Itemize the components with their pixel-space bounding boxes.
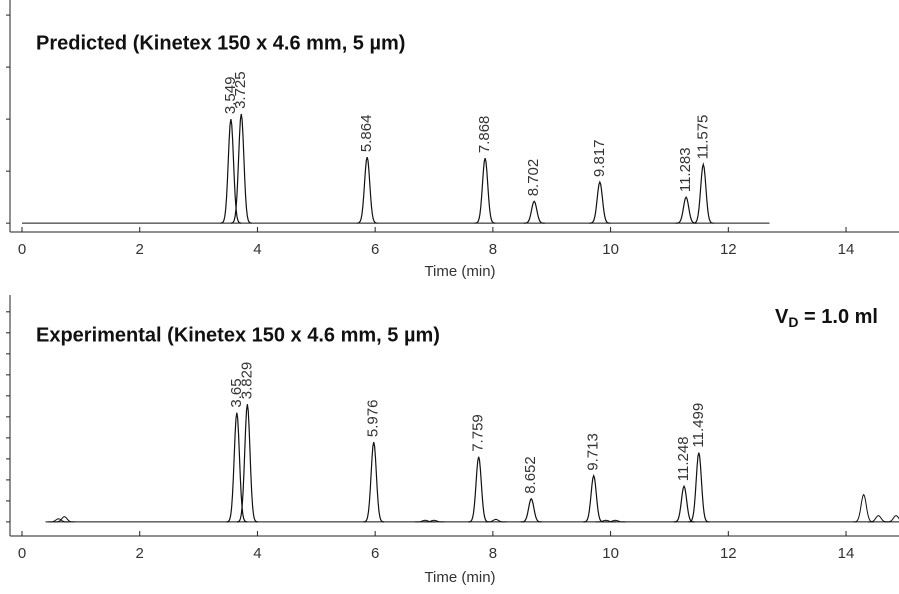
peak-label: 11.283 bbox=[677, 147, 694, 192]
minor-peak bbox=[867, 515, 889, 523]
peak bbox=[468, 456, 490, 523]
x-axis-label: Time (min) bbox=[424, 263, 495, 280]
x-tick-label: 14 bbox=[838, 545, 855, 562]
peak bbox=[220, 119, 242, 224]
peak bbox=[673, 484, 695, 523]
x-tick-label: 6 bbox=[371, 545, 379, 562]
peak-label: 11.248 bbox=[675, 436, 692, 481]
chart-title: Experimental (Kinetex 150 x 4.6 mm, 5 µm… bbox=[36, 324, 440, 346]
x-tick-label: 0 bbox=[18, 241, 26, 258]
chart-title: Predicted (Kinetex 150 x 4.6 mm, 5 µm) bbox=[36, 32, 405, 54]
peak-label: 3.725 bbox=[232, 71, 249, 109]
x-tick-label: 6 bbox=[371, 241, 379, 258]
peak-label: 3.549 bbox=[222, 77, 239, 115]
x-tick-label: 12 bbox=[720, 241, 737, 258]
minor-peak bbox=[414, 519, 436, 523]
minor-peak bbox=[853, 493, 875, 523]
peak bbox=[675, 196, 697, 224]
peak-label: 9.817 bbox=[591, 140, 608, 178]
peak bbox=[692, 162, 714, 224]
peak-label: 3.829 bbox=[238, 362, 255, 400]
peak-label: 3.65 bbox=[228, 378, 245, 407]
minor-peak bbox=[53, 516, 75, 523]
peak bbox=[589, 180, 611, 224]
x-tick-label: 0 bbox=[18, 545, 26, 562]
x-tick-label: 8 bbox=[489, 241, 497, 258]
annotation-text: V bbox=[775, 306, 789, 328]
peak bbox=[688, 452, 710, 523]
peak-label: 8.652 bbox=[522, 456, 539, 494]
peak bbox=[474, 157, 496, 224]
x-tick-label: 14 bbox=[838, 241, 855, 258]
peak-label: 11.575 bbox=[694, 115, 711, 160]
minor-peak bbox=[48, 518, 69, 523]
peak-label: 5.976 bbox=[365, 400, 382, 438]
annotation: VD = 1.0 ml bbox=[775, 306, 878, 329]
minor-peak bbox=[423, 519, 445, 523]
x-tick-label: 10 bbox=[602, 241, 619, 258]
peak bbox=[356, 156, 378, 224]
x-tick-label: 2 bbox=[136, 545, 144, 562]
minor-peak bbox=[885, 515, 899, 523]
x-tick-label: 4 bbox=[253, 241, 261, 258]
peak-label: 5.864 bbox=[358, 115, 375, 153]
peak-label: 7.759 bbox=[470, 414, 487, 452]
peak bbox=[363, 441, 385, 523]
peak bbox=[583, 473, 605, 523]
peak bbox=[226, 412, 248, 523]
minor-peak bbox=[595, 519, 617, 523]
x-tick-label: 8 bbox=[489, 545, 497, 562]
peak-label: 11.499 bbox=[690, 403, 707, 448]
minor-peak bbox=[604, 519, 626, 523]
x-tick-label: 12 bbox=[720, 545, 737, 562]
x-tick-label: 10 bbox=[602, 545, 619, 562]
annotation-rest: = 1.0 ml bbox=[799, 306, 879, 328]
peak-label: 8.702 bbox=[525, 159, 542, 197]
peak bbox=[520, 497, 542, 523]
minor-peak bbox=[485, 518, 507, 523]
peak bbox=[236, 404, 258, 523]
peak-label: 9.713 bbox=[585, 433, 602, 471]
annotation-sub: D bbox=[788, 314, 798, 330]
peak bbox=[230, 113, 252, 224]
x-tick-label: 4 bbox=[253, 545, 261, 562]
peak bbox=[523, 200, 545, 224]
peak-label: 7.868 bbox=[476, 116, 493, 154]
x-axis-label: Time (min) bbox=[424, 569, 495, 586]
x-tick-label: 2 bbox=[136, 241, 144, 258]
